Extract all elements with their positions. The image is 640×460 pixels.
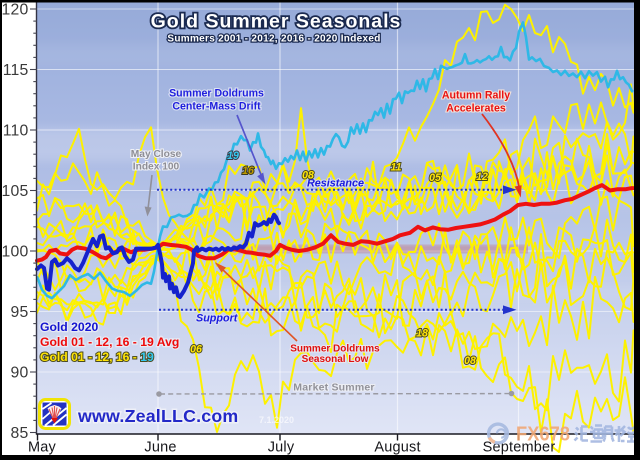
svg-text:Center-Mass Drift: Center-Mass Drift [172, 101, 261, 113]
svg-text:7.1.2020: 7.1.2020 [259, 415, 294, 425]
svg-text:95: 95 [11, 304, 29, 321]
svg-text:110: 110 [3, 123, 29, 140]
svg-text:Gold 01 - 12, 16 - 19: Gold 01 - 12, 16 - 19 [40, 350, 154, 364]
svg-text:May: May [28, 440, 57, 456]
svg-text:06: 06 [190, 344, 202, 356]
svg-text:June: June [144, 440, 176, 456]
svg-text:May Close: May Close [131, 149, 182, 160]
svg-text:105: 105 [2, 183, 29, 200]
svg-text:11: 11 [391, 162, 402, 174]
svg-text:08: 08 [302, 170, 314, 182]
svg-text:Summer Doldrums: Summer Doldrums [169, 88, 264, 100]
svg-text:16: 16 [242, 165, 254, 177]
svg-text:Support: Support [196, 313, 238, 325]
svg-text:12: 12 [476, 171, 488, 183]
svg-text:Resistance: Resistance [307, 178, 364, 190]
svg-text:85: 85 [11, 425, 29, 442]
svg-text:100: 100 [2, 244, 29, 261]
svg-text:Accelerates: Accelerates [446, 103, 506, 115]
svg-text:FX678: FX678 [516, 424, 570, 446]
svg-text:18: 18 [416, 328, 428, 340]
svg-text:19: 19 [227, 150, 239, 162]
svg-text:Seasonal Low: Seasonal Low [302, 354, 369, 365]
svg-text:Summer Doldrums: Summer Doldrums [290, 344, 380, 355]
svg-text:05: 05 [429, 172, 442, 184]
svg-text:Gold 01 - 12, 16 - 19 Avg: Gold 01 - 12, 16 - 19 Avg [40, 335, 179, 349]
svg-text:120: 120 [2, 2, 29, 19]
svg-text:Market Summer: Market Summer [293, 382, 374, 394]
svg-text:Autumn Rally: Autumn Rally [442, 90, 510, 102]
svg-text:Gold Summer Seasonals: Gold Summer Seasonals [151, 11, 402, 33]
svg-text:Gold 2020: Gold 2020 [40, 320, 98, 334]
svg-text:Summers 2001 - 2012, 2016 - 20: Summers 2001 - 2012, 2016 - 2020 Indexed [167, 34, 380, 45]
svg-text:90: 90 [11, 365, 29, 382]
svg-text:115: 115 [3, 62, 29, 79]
svg-text:July: July [268, 440, 295, 456]
svg-text:www.ZealLLC.com: www.ZealLLC.com [77, 406, 238, 426]
svg-text:08: 08 [464, 355, 476, 367]
svg-text:Index 100: Index 100 [133, 162, 180, 173]
svg-text:August: August [374, 440, 420, 456]
